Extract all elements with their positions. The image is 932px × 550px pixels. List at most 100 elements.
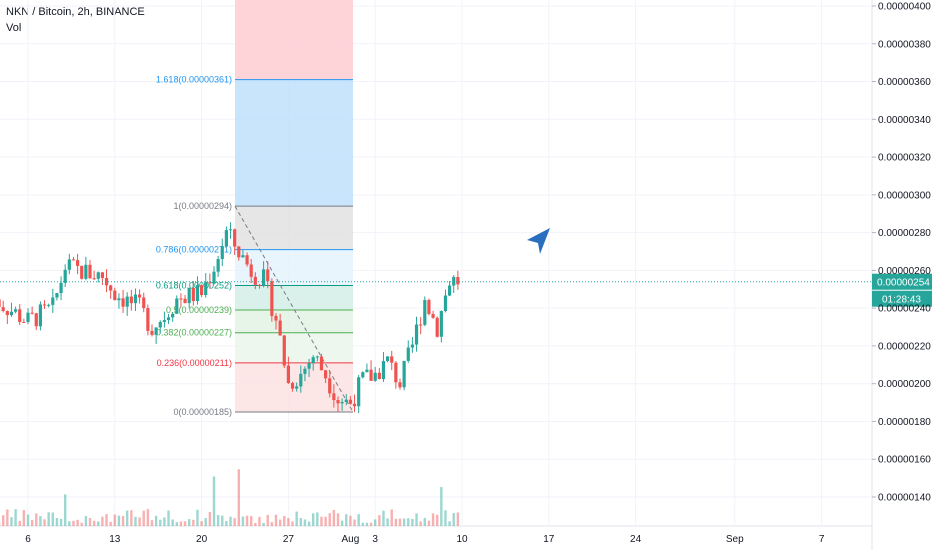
candle-body bbox=[419, 324, 423, 326]
candle-body bbox=[262, 269, 266, 286]
volume-indicator-label[interactable]: Vol bbox=[6, 22, 22, 34]
volume-bar bbox=[448, 521, 451, 526]
candle-body bbox=[266, 269, 270, 282]
volume-bar bbox=[6, 509, 9, 526]
volume-bar bbox=[402, 518, 406, 526]
volume-bar bbox=[150, 520, 154, 526]
fib-zone bbox=[235, 285, 353, 311]
volume-bar bbox=[26, 514, 30, 526]
volume-bar bbox=[88, 518, 92, 526]
candle-body bbox=[348, 399, 352, 404]
time-tick-label: Sep bbox=[726, 534, 744, 545]
candle-body bbox=[200, 285, 204, 296]
fib-level-label: 0(0.00000185) bbox=[173, 407, 232, 417]
candle-body bbox=[18, 309, 22, 322]
candle-body bbox=[104, 277, 109, 286]
volume-bar bbox=[369, 522, 373, 526]
chart-overlay: 0.00000254 01:28:43 bbox=[0, 228, 932, 307]
candle-body bbox=[38, 304, 42, 327]
candle-body bbox=[274, 315, 278, 321]
candle-body bbox=[26, 312, 30, 323]
volume-bar bbox=[436, 514, 439, 526]
volume-bar bbox=[427, 520, 431, 526]
candle-body bbox=[431, 313, 435, 318]
volume-bar bbox=[121, 516, 125, 526]
candle-body bbox=[311, 357, 315, 364]
volume-bar bbox=[80, 522, 83, 526]
candle-body bbox=[224, 230, 228, 247]
volume-bar bbox=[245, 515, 249, 526]
candle-body bbox=[96, 272, 100, 279]
volume-bar bbox=[250, 516, 253, 526]
volume-bar bbox=[101, 516, 104, 526]
volume-bar bbox=[192, 519, 195, 526]
volume-bar bbox=[332, 509, 336, 526]
candle-body bbox=[307, 363, 311, 369]
volume-bar bbox=[208, 511, 212, 526]
candle-body bbox=[402, 360, 406, 388]
candle-body bbox=[377, 372, 381, 380]
volume-bar bbox=[361, 522, 364, 526]
volume-bar bbox=[171, 519, 174, 526]
candle-body bbox=[121, 298, 125, 307]
candle-body bbox=[0, 299, 1, 308]
volume-bar bbox=[200, 521, 203, 526]
candle-body bbox=[328, 378, 332, 394]
volume-histogram bbox=[0, 469, 460, 526]
volume-bar bbox=[411, 518, 414, 526]
candle-body bbox=[414, 324, 419, 345]
candle-body bbox=[150, 330, 154, 335]
candle-body bbox=[352, 403, 357, 407]
candle-body bbox=[237, 246, 241, 258]
volume-bar bbox=[22, 510, 26, 526]
candle-body bbox=[47, 304, 51, 306]
candle-body bbox=[183, 298, 187, 304]
fib-zone-top bbox=[235, 0, 353, 80]
volume-bar bbox=[14, 509, 17, 526]
candle-body bbox=[303, 368, 307, 374]
candle-body bbox=[439, 311, 443, 337]
candle-body bbox=[336, 400, 340, 404]
symbol-title[interactable]: NKN / Bitcoin, 2h, BINANCE bbox=[6, 6, 145, 18]
candle-body bbox=[109, 285, 113, 291]
volume-bar bbox=[291, 521, 294, 526]
countdown-value: 01:28:43 bbox=[882, 295, 921, 306]
volume-bar bbox=[419, 521, 422, 526]
volume-bar bbox=[394, 518, 398, 526]
volume-bar bbox=[68, 521, 71, 526]
volume-bar bbox=[10, 517, 13, 526]
volume-bar bbox=[196, 509, 199, 526]
candle-body bbox=[410, 344, 414, 348]
price-tick-label: 0.00000380 bbox=[878, 39, 931, 50]
volume-bar bbox=[35, 513, 38, 526]
candle-body bbox=[162, 320, 166, 323]
candle-body bbox=[340, 402, 344, 404]
candle-body bbox=[34, 313, 38, 327]
volume-bar bbox=[316, 512, 319, 526]
volume-bar bbox=[287, 518, 290, 526]
price-tick-label: 0.00000360 bbox=[878, 77, 931, 88]
volume-bar bbox=[254, 522, 257, 526]
fib-level-label: 0.786(0.00000271) bbox=[156, 245, 232, 255]
volume-bar bbox=[105, 514, 108, 526]
volume-bar bbox=[345, 514, 348, 526]
candle-body bbox=[373, 372, 377, 381]
volume-bar bbox=[183, 521, 187, 526]
candle-body bbox=[146, 308, 150, 331]
fib-zone bbox=[235, 206, 353, 250]
price-tick-label: 0.00000200 bbox=[878, 379, 931, 390]
candle-body bbox=[241, 255, 245, 258]
candle-body bbox=[179, 298, 183, 300]
time-tick-label: 13 bbox=[109, 534, 121, 545]
candle-body bbox=[448, 285, 452, 296]
volume-bar bbox=[225, 521, 228, 526]
fib-level-label: 1(0.00000294) bbox=[173, 201, 232, 211]
volume-bar bbox=[134, 516, 137, 526]
volume-bar bbox=[431, 513, 435, 526]
volume-bar bbox=[336, 513, 340, 526]
chart-grid bbox=[0, 0, 873, 550]
volume-bar bbox=[126, 510, 129, 526]
volume-bar bbox=[270, 522, 274, 526]
candle-body bbox=[55, 293, 59, 298]
